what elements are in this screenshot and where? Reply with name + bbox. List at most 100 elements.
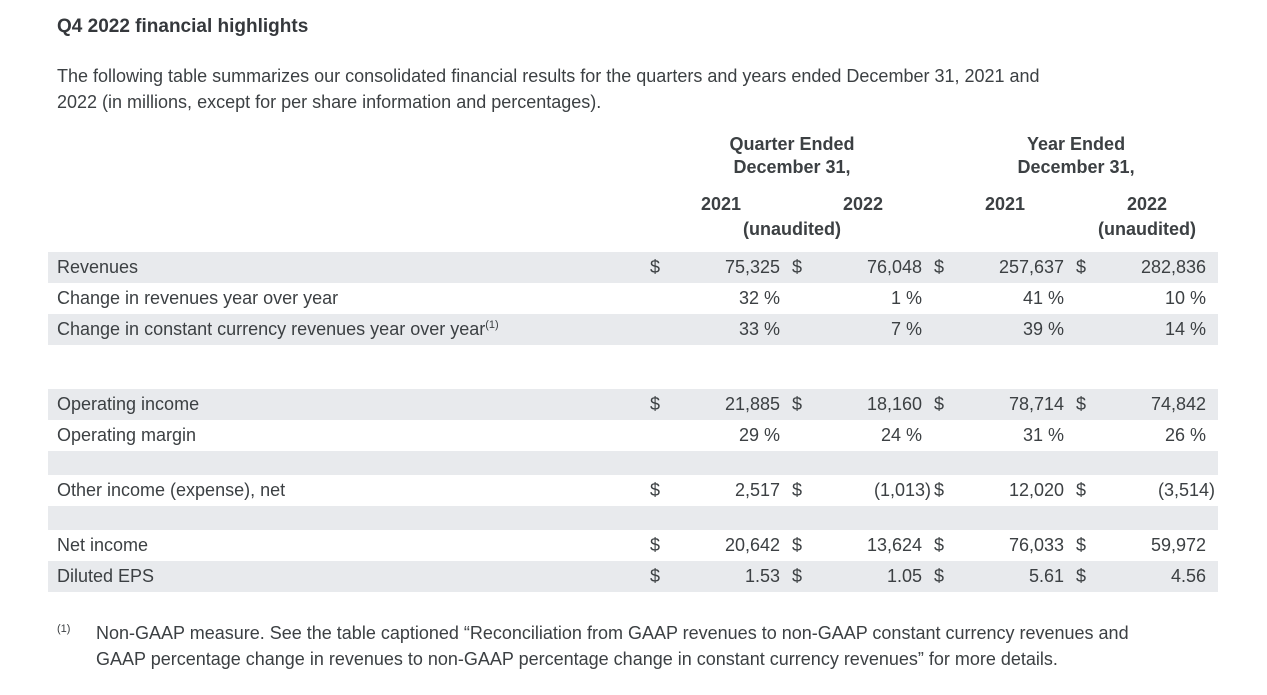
cell-value: 5.61 [1028,566,1065,587]
currency-symbol-placeholder [1076,314,1108,345]
currency-symbol-placeholder [1076,283,1108,314]
col-header-y-2021: 2021 [985,194,1026,215]
currency-symbol: $ [650,394,661,415]
cell-value: 32 % [738,288,780,309]
cell-value: 18,160 [866,394,923,415]
spacer-cell [48,345,1218,389]
header-spacer [48,133,650,180]
currency-symbol: $ [650,566,661,587]
cell-value: 12,020 [1008,480,1065,501]
cell-value: 2,517 [734,480,780,501]
cell-value: 4.56 [1171,566,1207,587]
table-row-revenues: Revenues $ 75,325 $ 76,048 $ 257,637 $ 2… [48,252,1219,284]
row-label: Revenues [57,257,139,278]
group-header-row: Quarter Ended December 31, Year Ended De… [48,133,1218,180]
row-label: Change in constant currency revenues yea… [48,314,650,345]
spacer-row [48,451,1219,476]
currency-symbol: $ [934,566,945,587]
currency-symbol: $ [650,257,661,278]
cell-value: (3,514) [1158,480,1216,501]
table-row-operating-income: Operating income $ 21,885 $ 18,160 $ 78,… [48,389,1219,421]
currency-symbol: $ [792,394,803,415]
spacer-row [48,506,1219,531]
cell-value: 1 % [891,288,923,309]
cell-value: 1.53 [744,566,780,587]
row-label: Diluted EPS [57,566,155,587]
row-label: Net income [57,535,149,556]
row-label: Change in revenues year over year [57,288,339,309]
financial-highlights-page: Q4 2022 financial highlights The followi… [48,16,1219,672]
currency-symbol: $ [1076,257,1087,278]
cell-value: 10 % [1165,288,1207,309]
year-ended-line1: Year Ended [1027,134,1126,155]
cell-value: 33 % [738,319,780,340]
cell-value: 1.05 [886,566,923,587]
cell-value: 14 % [1165,319,1207,340]
quarter-ended-line1: Quarter Ended [729,134,855,155]
cell-value: 75,325 [724,257,780,278]
cell-value: 78,714 [1008,394,1065,415]
table-row-constant-currency: Change in constant currency revenues yea… [48,314,1219,346]
currency-symbol-placeholder [650,283,682,314]
currency-symbol: $ [1076,480,1087,501]
currency-symbol-placeholder [792,314,824,345]
cell-value: 26 % [1165,425,1207,446]
row-label-text: Change in constant currency revenues yea… [57,319,486,340]
header-spacer [934,217,1076,252]
spacer-cell [48,506,1218,530]
cell-value: 13,624 [866,535,923,556]
currency-symbol-placeholder [1076,420,1108,451]
header-spacer [48,217,650,252]
currency-symbol: $ [792,257,803,278]
table-row-other-income: Other income (expense), net $ 2,517 $ (1… [48,475,1218,506]
cell-value: 7 % [891,319,923,340]
currency-symbol: $ [792,480,803,501]
header-spacer [48,180,650,217]
cell-value: 41 % [1023,288,1065,309]
footnote-marker: (1) [57,623,71,636]
page-title: Q4 2022 financial highlights [57,16,309,37]
spacer-row [48,345,1218,389]
currency-symbol: $ [934,480,945,501]
financial-highlights-table: Quarter Ended December 31, Year Ended De… [48,133,1219,593]
cell-value: 31 % [1023,425,1065,446]
year-ended-header: Year Ended December 31, [934,133,1218,180]
cell-value: 24 % [881,425,923,446]
cell-value: 76,048 [866,257,923,278]
currency-symbol-placeholder [650,314,682,345]
currency-symbol: $ [934,257,945,278]
cell-value: 29 % [738,425,780,446]
intro-paragraph: The following table summarizes our conso… [57,66,1040,112]
cell-value: 59,972 [1150,535,1207,556]
year-ended-line2: December 31, [1017,156,1135,177]
cell-value: 282,836 [1140,257,1207,278]
footnote-text: Non-GAAP measure. See the table captione… [96,623,1129,670]
row-label: Operating income [57,394,200,415]
cell-value: 21,885 [724,394,780,415]
col-header-q-2022: 2022 [842,194,884,215]
currency-symbol: $ [934,535,945,556]
table-row-diluted-eps: Diluted EPS $ 1.53 $ 1.05 $ 5.61 $ 4.56 [48,561,1219,593]
footnote: (1) Non-GAAP measure. See the table capt… [48,620,1219,672]
cell-value: 76,033 [1008,535,1065,556]
col-header-y-2022: 2022 [1127,194,1168,215]
unaudited-label-year-2022: (unaudited) [1098,219,1197,240]
table-row-operating-margin: Operating margin 29 % 24 % 31 % 26 % [48,420,1218,451]
currency-symbol: $ [1076,394,1087,415]
cell-value: 20,642 [724,535,780,556]
currency-symbol: $ [792,535,803,556]
col-header-q-2021: 2021 [700,194,742,215]
year-header-row: 2021 2022 2021 2022 [48,180,1218,217]
currency-symbol: $ [1076,535,1087,556]
table-row-net-income: Net income $ 20,642 $ 13,624 $ 76,033 $ … [48,530,1218,561]
currency-symbol: $ [934,394,945,415]
currency-symbol-placeholder [792,283,824,314]
footnote-reference: (1) [485,319,499,332]
row-label: Operating margin [57,425,197,446]
cell-value: 257,637 [998,257,1065,278]
currency-symbol-placeholder [650,420,682,451]
currency-symbol-placeholder [792,420,824,451]
currency-symbol-placeholder [934,283,966,314]
row-label: Other income (expense), net [57,480,286,501]
currency-symbol-placeholder [934,314,966,345]
